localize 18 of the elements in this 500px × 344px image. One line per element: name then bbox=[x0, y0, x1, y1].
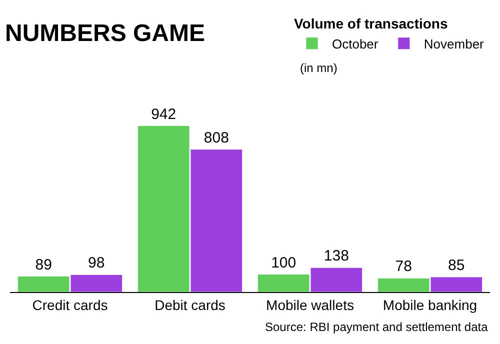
data-label: 78 bbox=[395, 258, 412, 276]
legend-title: Volume of transactions bbox=[294, 15, 448, 32]
data-label: 100 bbox=[271, 254, 296, 272]
x-tick-label: Mobile wallets bbox=[266, 296, 354, 313]
data-label: 138 bbox=[324, 248, 349, 265]
data-label: 85 bbox=[448, 257, 465, 274]
data-label: 942 bbox=[151, 106, 176, 123]
source-note: Source: RBI payment and settlement data bbox=[265, 320, 488, 334]
x-tick-label: Credit cards bbox=[32, 296, 108, 313]
x-tick-label: Debit cards bbox=[154, 296, 226, 313]
chart-title: NUMBERS GAME bbox=[5, 20, 206, 47]
legend-label: November bbox=[424, 36, 485, 52]
data-label: 808 bbox=[204, 129, 229, 146]
data-label: 89 bbox=[35, 256, 52, 274]
data-label: 98 bbox=[88, 254, 105, 272]
chart-subtitle: (in mn) bbox=[300, 61, 338, 75]
legend-label: October bbox=[332, 36, 379, 52]
x-tick-label: Mobile banking bbox=[382, 296, 478, 313]
